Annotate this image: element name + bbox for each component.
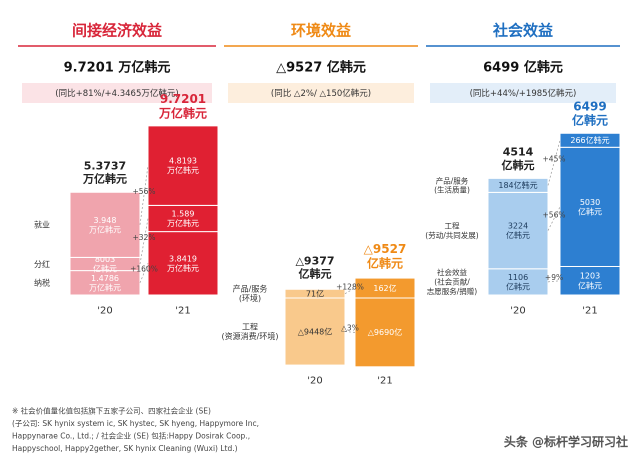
soc-bar-label-0-1: 3224 亿韩元 [506, 222, 530, 241]
panel-growth-pill-0 [22, 83, 212, 103]
econ-bar-label-0-2: 1.4786 万亿韩元 [89, 274, 121, 293]
econ-connector-0 [139, 165, 149, 225]
panel-growth-1: (同比 △2%/ △150亿韩元) [271, 88, 371, 99]
econ-xtick-1: '21 [175, 306, 190, 317]
econ-connector-2 [139, 263, 149, 283]
econ-growth-1: +32% [133, 233, 156, 242]
env-bar-neg-label-1: △9690亿 [368, 327, 403, 337]
econ-bar-label-1-2: 3.8419 万亿韩元 [167, 254, 199, 273]
econ-bar-0-0 [69, 191, 141, 258]
soc-growth-0: +45% [543, 154, 566, 163]
econ-series-name-0: 就业 [34, 220, 50, 230]
footnote-line-1: (子公司: SK hynix system ic, SK hystec, SK … [12, 419, 259, 428]
env-connector-0 [344, 287, 356, 294]
panel-growth-0: (同比+81%/+4.3465万亿韩元) [55, 88, 178, 99]
panel-total-1: △9527 亿韩元 [276, 60, 366, 76]
soc-growth-1: +56% [543, 210, 566, 219]
soc-series-name-1: 工程(劳动/共同发展) [425, 222, 478, 240]
econ-bar-label-1-1: 1.589 万亿韩元 [167, 209, 199, 228]
soc-bar-label-1-0: 266亿韩元 [570, 135, 609, 145]
soc-total-1: 6499 亿韩元 [572, 99, 608, 127]
soc-bar-label-1-1: 5030 亿韩元 [578, 198, 602, 217]
soc-bar-label-0-0: 184亿韩元 [498, 180, 537, 190]
econ-growth-0: +56% [133, 187, 156, 196]
env-total-1: △9527 亿韩元 [364, 242, 407, 270]
env-connector-1 [344, 331, 356, 333]
econ-bar-1-0 [147, 125, 219, 206]
env-xtick-0: '20 [307, 376, 322, 387]
watermark: 头条 @标杆学习研习社 [504, 434, 628, 449]
env-growth-0: +128% [336, 282, 364, 291]
soc-bar-1-2 [559, 265, 621, 296]
env-growth-1: △3% [341, 324, 359, 333]
econ-total-1: 9.7201 万亿韩元 [158, 92, 207, 120]
footnote-line-0: ※ 社会价值量化值包括旗下五家子公司、四家社会企业 (SE) [12, 406, 211, 416]
env-bar-pos-label-1: 162亿 [373, 283, 396, 293]
panel-growth-2: (同比+44%/+1985亿韩元) [470, 88, 577, 99]
env-xtick-1: '21 [377, 376, 392, 387]
soc-xtick-0: '20 [510, 306, 525, 317]
env-bar-neg-0 [284, 297, 346, 366]
panel-total-2: 6499 亿韩元 [483, 60, 563, 76]
econ-series-name-2: 纳税 [34, 278, 50, 288]
panel-growth-pill-2 [430, 83, 616, 103]
panel-title-0: 间接经济效益 [72, 21, 162, 39]
soc-xtick-1: '21 [582, 306, 597, 317]
econ-growth-2: +160% [130, 265, 158, 274]
panel-total-0: 9.7201 万亿韩元 [64, 60, 171, 76]
footnote-line-2: Happynarae Co., Ltd.; / 社会企业 (SE) 包括:Hap… [12, 431, 250, 441]
env-bar-neg-label-0: △9448亿 [298, 326, 333, 336]
econ-bar-0-2 [69, 270, 141, 296]
soc-bar-label-0-2: 1106 亿韩元 [506, 273, 530, 292]
soc-series-name-0: 产品/服务(生活质量) [434, 175, 470, 194]
econ-total-0: 5.3737 万亿韩元 [82, 160, 127, 186]
env-bar-neg-1 [354, 297, 416, 368]
econ-bar-label-0-0: 3.948 万亿韩元 [89, 216, 121, 235]
soc-bar-1-0 [559, 132, 621, 148]
env-series-name-0: 产品/服务(环境) [233, 284, 268, 304]
env-bar-pos-label-0: 71亿 [306, 288, 324, 298]
soc-series-name-2: 社会效益(社会贡献/志愿服务/捐赠) [427, 267, 478, 296]
econ-series-name-1: 分红 [34, 259, 50, 269]
panel-growth-pill-1 [228, 83, 414, 103]
env-total-0: △9377 亿韩元 [295, 255, 334, 281]
soc-total-0: 4514 亿韩元 [502, 146, 535, 172]
soc-bar-label-1-2: 1203 亿韩元 [578, 272, 602, 291]
econ-bar-label-1-0: 4.8193 万亿韩元 [167, 157, 199, 176]
econ-bar-label-0-1: 8003 亿韩元 [93, 255, 117, 274]
panel-title-1: 环境效益 [291, 21, 351, 39]
footnote-line-3: Happyschool, Happy2gether, SK hynix Clea… [12, 444, 238, 453]
soc-growth-2: +9% [545, 273, 563, 282]
soc-bar-0-1 [487, 191, 549, 270]
econ-xtick-0: '20 [97, 306, 112, 317]
soc-connector-1 [547, 206, 561, 231]
panel-title-2: 社会效益 [492, 21, 553, 39]
env-series-name-1: 工程(资源消费/环境) [222, 323, 279, 342]
soc-bar-0-2 [487, 268, 549, 296]
